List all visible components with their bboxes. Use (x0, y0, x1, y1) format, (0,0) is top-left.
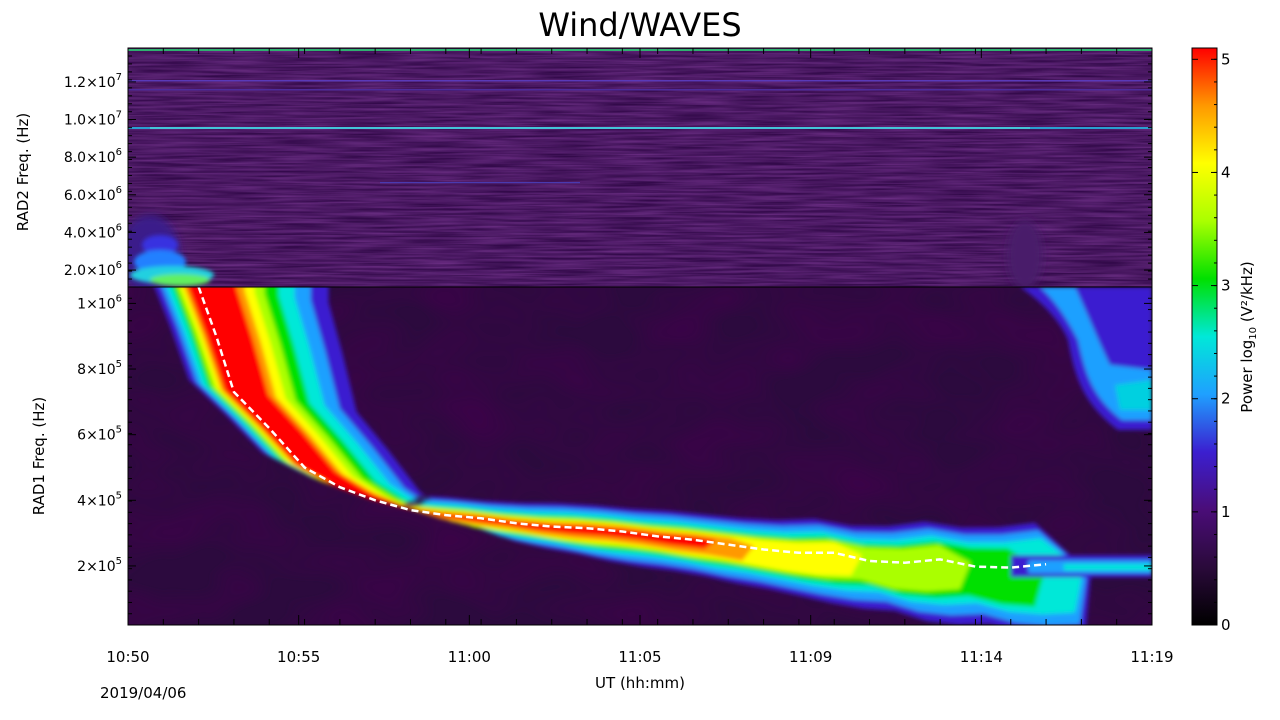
rad1-y-tick-label: 6×105 (77, 425, 122, 444)
rad2-y-tick-label: 1.2×107 (64, 72, 122, 91)
burst-intensity-contour (187, 287, 717, 549)
rad2-texture (128, 48, 1152, 287)
x-tick-label: 11:19 (1130, 648, 1173, 666)
colorbar-tick-label: 0 (1221, 616, 1231, 634)
rad2-y-tick-label: 1.0×107 (64, 110, 122, 129)
rad2-line-4b (150, 127, 1030, 129)
x-tick-label: 11:09 (789, 648, 832, 666)
colorbar (1191, 47, 1218, 626)
x-axis-label: UT (hh:mm) (595, 674, 685, 692)
rad2-burst-core (130, 235, 214, 286)
colorbar-tick-label: 2 (1221, 390, 1231, 408)
x-tick-label: 11:05 (618, 648, 661, 666)
rad1-y-tick-label: 4×105 (77, 490, 122, 509)
colorbar-tick-label: 4 (1221, 163, 1231, 181)
late-burst-right (1020, 287, 1152, 430)
rad2-line-3 (128, 89, 1152, 91)
colorbar-tick-label: 1 (1221, 503, 1231, 521)
rad2-panel (128, 48, 1152, 287)
colorbar-tick-label: 3 (1221, 277, 1231, 295)
rad1-y-tick-label: 1×106 (77, 293, 122, 312)
rad1-y-axis: 2×105 4×105 6×105 8×105 1×106 (77, 293, 1152, 626)
rad1-panel (128, 287, 1152, 625)
rad2-line-2 (128, 80, 1152, 82)
date-label: 2019/04/06 (100, 684, 186, 702)
burst-drift-track (197, 287, 1047, 569)
rad2-y-tick-label: 4.0×106 (64, 222, 122, 241)
colorbar-axis: 0 1 2 3 4 5 (1192, 50, 1231, 634)
rad2-y-tick-label: 8.0×106 (64, 147, 122, 166)
burst-tail-core (1063, 564, 1152, 571)
rad1-y-tick-label: 8×105 (77, 359, 122, 378)
chart-title: Wind/WAVES (538, 6, 741, 44)
x-tick-label: 10:50 (106, 648, 149, 666)
rad2-y-axis: 2.0×106 4.0×106 6.0×106 8.0×106 1.0×107 1.2×1… (64, 55, 1152, 288)
rad1-y-label: RAD1 Freq. (Hz) (30, 397, 48, 515)
time-x-axis: 10:50 10:55 11:00 11:05 11:09 11:14 11:19 (106, 48, 1174, 666)
x-tick-label: 11:14 (960, 648, 1003, 666)
rad2-y-label: RAD2 Freq. (Hz) (14, 113, 32, 231)
x-tick-label: 11:00 (448, 648, 491, 666)
colorbar-tick-label: 5 (1221, 50, 1231, 68)
rad2-y-tick-label: 2.0×106 (64, 260, 122, 279)
rad1-y-tick-label: 2×105 (77, 556, 122, 575)
colorbar-label: Power log10 (V²/kHz) (1238, 261, 1259, 412)
x-tick-label: 10:55 (277, 648, 320, 666)
rad2-line-5 (380, 182, 580, 184)
type-iii-radio-burst (154, 287, 1152, 625)
rad2-y-tick-label: 6.0×106 (64, 185, 122, 204)
